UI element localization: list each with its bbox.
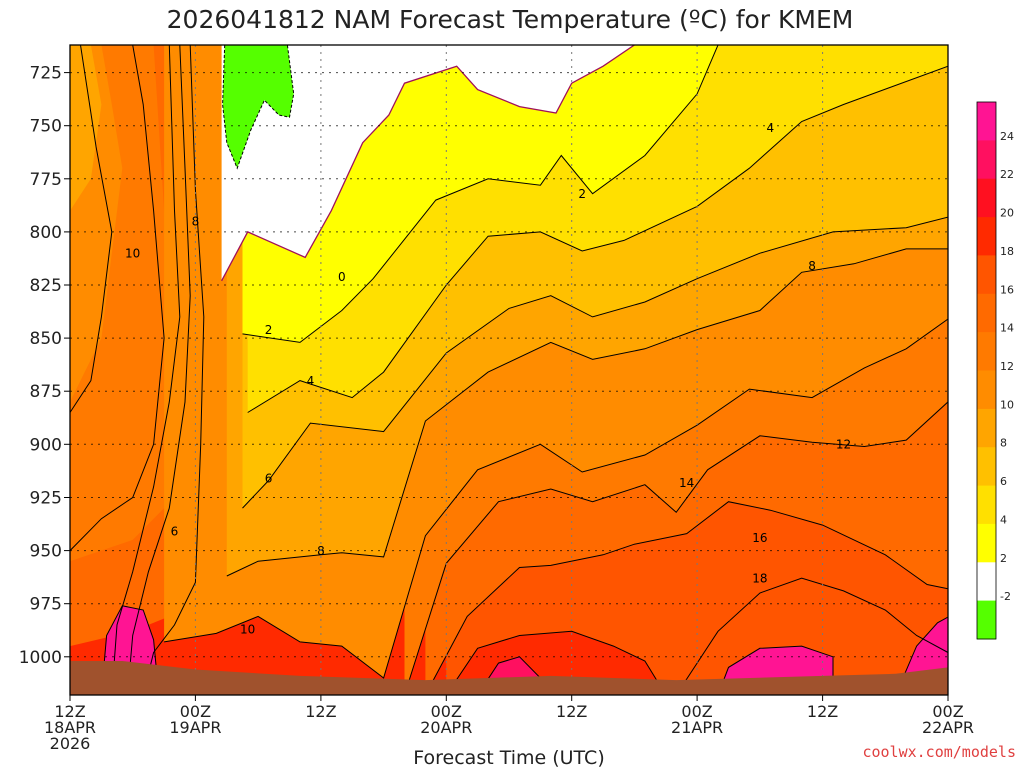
colorbar-swatch [977, 562, 996, 602]
x-tick-label: 2026 [50, 734, 91, 753]
x-axis-label: Forecast Time (UTC) [413, 747, 604, 768]
y-tick-label: 950 [30, 542, 62, 562]
colorbar-swatch [977, 332, 996, 371]
y-tick-label: 925 [30, 489, 62, 509]
x-tick-label: 20APR [420, 718, 472, 737]
colorbar-swatch [977, 255, 996, 295]
contour-label: 6 [171, 525, 179, 539]
colorbar-swatch [977, 600, 996, 640]
chart-title: 2026041812 NAM Forecast Temperature (ºC)… [167, 5, 854, 34]
colorbar-tick-label: 2 [1000, 552, 1007, 565]
x-tick-label: 00Z [180, 702, 211, 721]
y-axis: 725 750 775 800 825 850 875 900 925 950 975 1000 [19, 64, 70, 668]
colorbar: 24 22 20 18 16 14 12 10 8 6 4 2 -2 [976, 101, 1014, 640]
colorbar-tick-label: 12 [1000, 360, 1014, 373]
colorbar-tick-label: 6 [1000, 475, 1007, 488]
y-tick-label: 875 [30, 382, 62, 402]
contour-line-core-east [717, 645, 834, 695]
contour-line-14 [424, 501, 948, 695]
contour-line-0 [221, 45, 635, 282]
contour-line-6 [242, 216, 948, 509]
contour-label: 2 [578, 187, 586, 201]
colorbar-tick-label: 20 [1000, 207, 1014, 220]
contour-label: 10 [125, 246, 140, 260]
colorbar-swatch [977, 293, 996, 333]
contour-line-west-4 [70, 45, 165, 551]
y-tick-label: 900 [30, 435, 62, 455]
colorbar-tick-label: 8 [1000, 437, 1007, 450]
contour-label: 18 [752, 571, 767, 585]
colorbar-swatch [977, 447, 996, 487]
colorbar-tick-label: 10 [1000, 398, 1014, 411]
y-tick-label: 725 [30, 64, 62, 84]
colorbar-swatch [977, 370, 996, 410]
contour-line-8 [226, 248, 948, 577]
colorbar-tick-label: 24 [1000, 130, 1014, 143]
contour-line-core-far-east [895, 616, 948, 695]
colorbar-swatch [977, 485, 996, 525]
contour-line-16 [445, 630, 667, 695]
x-tick-label: 00Z [431, 702, 462, 721]
contour-label: 6 [265, 472, 273, 486]
colorbar-tick-label: 18 [1000, 245, 1014, 258]
credit-text: coolwx.com/models [862, 743, 1016, 761]
colorbar-swatch [977, 140, 996, 180]
colorbar-frame [976, 101, 997, 640]
x-tick-label: 00Z [932, 702, 963, 721]
contour-line-west-3 [70, 45, 113, 413]
contour-label: 14 [679, 476, 694, 490]
contour-label: 12 [836, 438, 851, 452]
band-fill-neg2 [222, 45, 294, 169]
colorbar-swatch [977, 408, 996, 448]
plot-frame [69, 44, 949, 696]
colorbar-swatch [977, 217, 996, 256]
x-tick-label: 21APR [671, 718, 723, 737]
y-tick-label: 825 [30, 276, 62, 296]
x-tick-label: 18APR [44, 718, 96, 737]
colorbar-tick-label: 22 [1000, 168, 1014, 181]
y-tick-label: 850 [30, 329, 62, 349]
contour-line-neg2 [222, 45, 295, 170]
colorbar-tick-label: 4 [1000, 513, 1007, 526]
contour-label: 8 [808, 259, 816, 273]
contour-label: 0 [338, 270, 346, 284]
y-tick-label: 775 [30, 170, 62, 190]
contour-label: 2 [265, 323, 273, 337]
contour-line-core-west [100, 605, 160, 695]
plot-area: 1086246810024812141618 [69, 44, 949, 696]
contour-line-west-1 [127, 45, 191, 695]
contour-label: 4 [307, 374, 315, 388]
contour-label: 4 [766, 121, 774, 135]
contour-line-12 [404, 401, 948, 695]
ground-terrain [70, 661, 948, 695]
colorbar-swatch [977, 523, 996, 563]
contour-label: 10 [240, 622, 255, 636]
colorbar-tick-label: 14 [1000, 322, 1014, 335]
y-tick-label: 750 [30, 117, 62, 137]
colorbar-tick-label: 16 [1000, 283, 1014, 296]
y-tick-label: 975 [30, 595, 62, 615]
contour-line-west-2 [142, 45, 205, 695]
x-tick-label: 19APR [169, 718, 221, 737]
contour-line-2 [242, 45, 719, 343]
contour-line-4 [247, 65, 948, 413]
x-tick-label: 12Z [556, 702, 587, 721]
x-tick-label: 00Z [681, 702, 712, 721]
y-tick-label: 800 [30, 223, 62, 243]
x-tick-label: 12Z [54, 702, 85, 721]
colorbar-swatch [977, 178, 996, 218]
x-tick-label: 12Z [305, 702, 336, 721]
y-tick-label: 1000 [19, 648, 62, 668]
contour-label: 16 [752, 531, 767, 545]
band-fill-west-3 [70, 45, 102, 211]
colorbar-swatch [977, 102, 996, 141]
x-tick-label: 22APR [922, 718, 974, 737]
x-tick-label: 12Z [807, 702, 838, 721]
colorbar-tick-label: -2 [1000, 590, 1011, 603]
